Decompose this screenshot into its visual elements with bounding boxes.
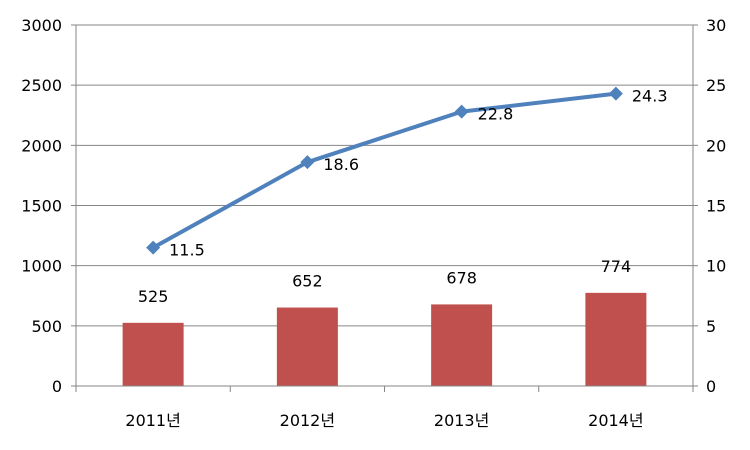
y2-tick-label: 0	[706, 377, 716, 396]
line-value-label: 24.3	[632, 87, 668, 106]
bar	[431, 304, 493, 386]
diamond-marker	[146, 240, 161, 255]
diamond-marker	[300, 155, 315, 170]
axes	[71, 24, 698, 392]
diamond-marker	[608, 86, 623, 101]
y-tick-label: 500	[31, 317, 62, 336]
line-value-label: 22.8	[478, 105, 514, 124]
bar	[122, 322, 184, 386]
bar-value-label: 525	[138, 287, 169, 306]
y2-tick-label: 20	[706, 136, 726, 155]
y-tick-label: 3000	[21, 16, 62, 35]
x-tick-label: 2013년	[434, 411, 489, 430]
y2-tick-label: 5	[706, 317, 716, 336]
line-series	[146, 86, 623, 255]
gridlines	[76, 24, 693, 327]
y2-tick-label: 10	[706, 257, 726, 276]
y2-tick-label: 25	[706, 76, 726, 95]
y-tick-label: 1500	[21, 197, 62, 216]
bar	[276, 307, 338, 386]
bar	[585, 292, 647, 386]
y2-tick-label: 15	[706, 197, 726, 216]
y-tick-label: 2500	[21, 76, 62, 95]
series-line	[152, 91, 617, 250]
y2-tick-label: 30	[706, 16, 726, 35]
y-tick-label: 0	[52, 377, 62, 396]
bar-series	[122, 292, 647, 386]
bar-value-label: 678	[446, 268, 477, 287]
line-value-label: 11.5	[169, 241, 205, 260]
line-value-label: 18.6	[323, 155, 359, 174]
y-tick-label: 1000	[21, 257, 62, 276]
bar-value-label: 774	[601, 257, 632, 276]
x-tick-label: 2014년	[588, 411, 643, 430]
y-tick-label: 2000	[21, 136, 62, 155]
labels: 0 0 500 5 1000 10 1500 15 2000 20 2500 25 3000 30 2011…	[21, 16, 726, 430]
x-tick-label: 2012년	[280, 411, 335, 430]
bar-value-label: 652	[292, 272, 323, 291]
x-tick-label: 2011년	[125, 411, 180, 430]
diamond-marker	[454, 104, 469, 119]
